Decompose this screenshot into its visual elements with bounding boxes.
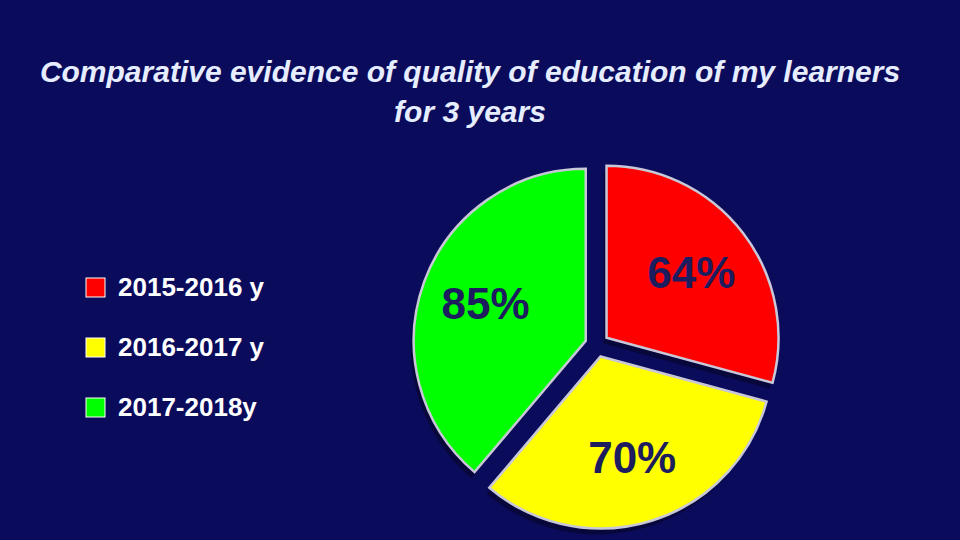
legend: 2015-2016 y 2016-2017 y 2017-2018y <box>86 272 265 422</box>
pie-slice <box>607 166 779 383</box>
data-labels: 64% 70% 85% <box>442 248 736 482</box>
legend-label: 2017-2018y <box>118 392 257 422</box>
data-label: 70% <box>588 433 676 482</box>
pie-slice <box>414 169 586 472</box>
legend-swatch <box>86 338 105 357</box>
data-label: 64% <box>647 248 735 297</box>
legend-swatch <box>86 278 105 297</box>
pie <box>411 166 779 535</box>
data-label: 85% <box>442 279 530 328</box>
legend-swatch <box>86 398 105 417</box>
chart-svg: 64% 70% 85% 2015-2016 y 2016-2017 y 2017-2018… <box>0 0 960 540</box>
chart-title: Comparative evidence of quality of educa… <box>30 52 910 132</box>
legend-label: 2016-2017 y <box>118 332 265 362</box>
legend-label: 2015-2016 y <box>118 272 265 302</box>
page: {"chart_data": {"type": "pie", "title": … <box>0 0 960 540</box>
